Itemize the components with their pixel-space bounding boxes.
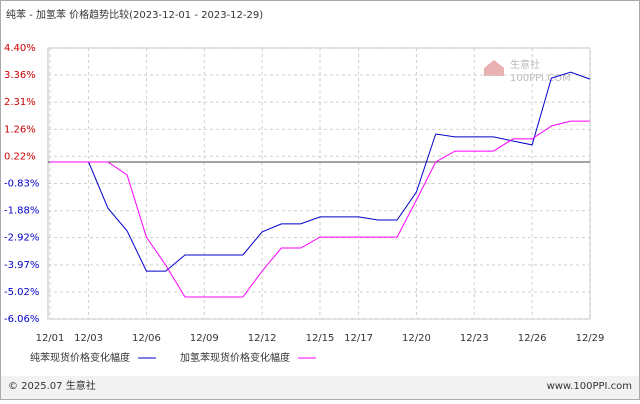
x-tick-label: 12/09 xyxy=(190,333,219,344)
watermark-site: 100PPI.COM xyxy=(510,73,571,84)
y-tick-label: 0.22% xyxy=(4,151,36,162)
footer-right: www.100PPI.com xyxy=(547,381,632,392)
footer-left: © 2025.07 生意社 xyxy=(8,379,96,392)
y-tick-label: 4.40% xyxy=(4,43,36,54)
footer-band xyxy=(1,376,639,399)
series-line xyxy=(50,120,590,298)
watermark-name: 生意社 xyxy=(510,58,540,71)
x-tick-label: 12/20 xyxy=(402,333,431,344)
y-tick-label: 1.26% xyxy=(4,124,36,135)
y-tick-label: -1.88% xyxy=(4,206,39,217)
y-tick-label: -6.06% xyxy=(4,314,39,325)
x-tick-label: 12/03 xyxy=(74,333,103,344)
chart-title: 纯苯 - 加氢苯 价格趋势比较(2023-12-01 - 2023-12-29) xyxy=(6,8,263,21)
y-tick-label: 3.36% xyxy=(4,70,36,81)
x-tick-label: 12/12 xyxy=(248,333,277,344)
x-tick-label: 12/23 xyxy=(460,333,489,344)
x-tick-label: 12/26 xyxy=(518,333,547,344)
watermark-icon xyxy=(484,60,504,76)
x-tick-label: 12/29 xyxy=(576,333,605,344)
x-tick-label: 12/01 xyxy=(36,333,65,344)
legend-label: 纯苯现货价格变化幅度 xyxy=(30,351,130,364)
y-tick-label: 2.31% xyxy=(4,97,36,108)
x-tick-label: 12/17 xyxy=(344,333,373,344)
series-line xyxy=(50,71,591,272)
y-tick-label: -3.97% xyxy=(4,260,39,271)
y-tick-label: -2.92% xyxy=(4,233,39,244)
legend-label: 加氢苯现货价格变化幅度 xyxy=(180,351,290,364)
x-tick-label: 12/15 xyxy=(306,333,335,344)
y-tick-label: -0.83% xyxy=(4,179,39,190)
x-tick-label: 12/06 xyxy=(132,333,161,344)
y-tick-label: -5.02% xyxy=(4,287,39,298)
